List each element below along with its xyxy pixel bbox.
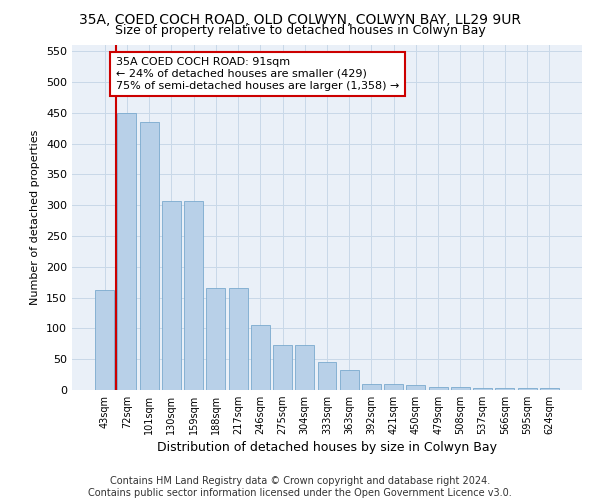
- Bar: [406, 385, 425, 390]
- Bar: [429, 387, 448, 390]
- Text: 35A COED COCH ROAD: 91sqm
← 24% of detached houses are smaller (429)
75% of semi: 35A COED COCH ROAD: 91sqm ← 24% of detac…: [116, 58, 399, 90]
- Bar: [384, 384, 403, 390]
- Bar: [206, 288, 225, 390]
- Text: 35A, COED COCH ROAD, OLD COLWYN, COLWYN BAY, LL29 9UR: 35A, COED COCH ROAD, OLD COLWYN, COLWYN …: [79, 12, 521, 26]
- Bar: [95, 290, 114, 390]
- Bar: [451, 387, 470, 390]
- Bar: [317, 362, 337, 390]
- Bar: [118, 113, 136, 390]
- Bar: [229, 288, 248, 390]
- Bar: [251, 324, 270, 390]
- Bar: [295, 345, 314, 390]
- X-axis label: Distribution of detached houses by size in Colwyn Bay: Distribution of detached houses by size …: [157, 442, 497, 454]
- Bar: [540, 388, 559, 390]
- Bar: [496, 388, 514, 390]
- Text: Contains HM Land Registry data © Crown copyright and database right 2024.
Contai: Contains HM Land Registry data © Crown c…: [88, 476, 512, 498]
- Bar: [362, 384, 381, 390]
- Bar: [340, 370, 359, 390]
- Bar: [518, 388, 536, 390]
- Text: Size of property relative to detached houses in Colwyn Bay: Size of property relative to detached ho…: [115, 24, 485, 37]
- Bar: [140, 122, 158, 390]
- Bar: [184, 202, 203, 390]
- Bar: [473, 388, 492, 390]
- Bar: [273, 345, 292, 390]
- Y-axis label: Number of detached properties: Number of detached properties: [31, 130, 40, 305]
- Bar: [162, 202, 181, 390]
